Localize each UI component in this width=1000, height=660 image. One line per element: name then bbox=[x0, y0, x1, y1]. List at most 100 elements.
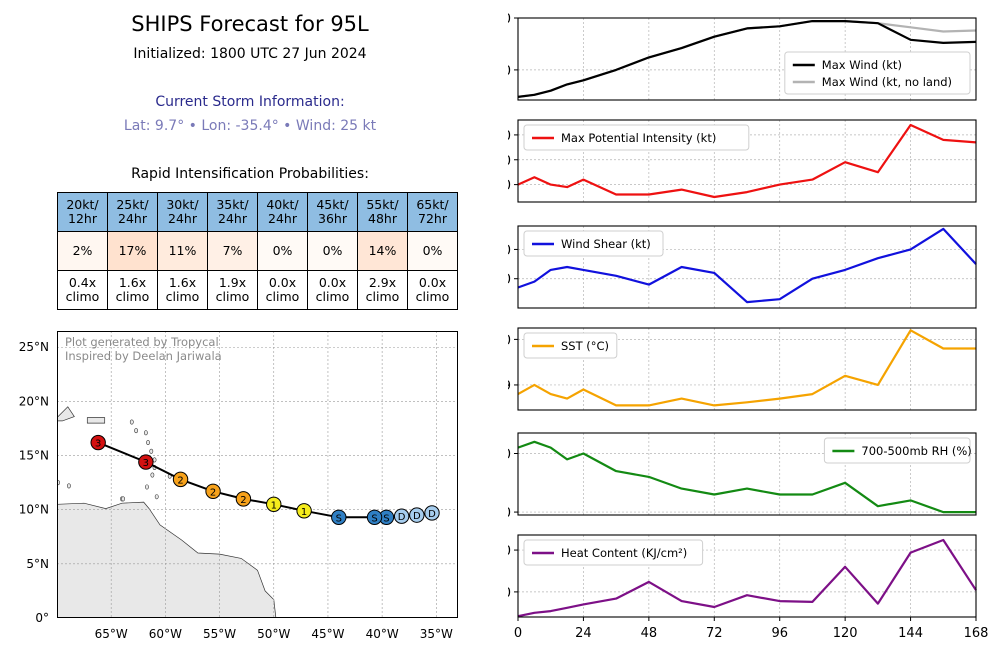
map-credit-line: Inspired by Deelan Jariwala bbox=[65, 349, 222, 363]
chart-panel: 10 20 Wind Shear (kt) bbox=[508, 225, 977, 309]
track-point-label: D bbox=[428, 509, 436, 520]
chart-frame bbox=[517, 534, 977, 618]
chart-series-line bbox=[517, 123, 977, 199]
chart-panel: 50 100 Heat Content (KJ/cm²) 0 24 48 72 96 120 14… bbox=[508, 534, 988, 641]
map-lat-tick-label: 20°N bbox=[19, 394, 49, 408]
chart-legend: 700-500mb RH (%) bbox=[823, 437, 972, 464]
map-lat-tick-label: 5°N bbox=[26, 557, 49, 571]
ri-climo-cell: 0.4x climo bbox=[57, 270, 108, 310]
track-map-axes: 0° 5°N 10°N 15°N 20°N 25°N 65°W 60°W 55°W 50°W 45°… bbox=[19, 340, 453, 641]
chart-x-tick-label: 168 bbox=[964, 626, 988, 641]
track-point: S bbox=[366, 509, 383, 525]
chart-x-tick-label: 24 bbox=[575, 626, 592, 641]
track-point: D bbox=[393, 508, 410, 524]
chart-legend-box bbox=[523, 124, 750, 151]
track-point: 3 bbox=[138, 454, 154, 470]
ri-header-row: 20kt/ 12hr 25kt/ 24hr 30kt/ 24hr 35kt/ 24hr… bbox=[57, 192, 458, 232]
chart-legend-label: SST (°C) bbox=[561, 339, 609, 353]
chart-legend-label: Wind Shear (kt) bbox=[561, 237, 651, 251]
chart-series-line bbox=[517, 440, 976, 514]
chart-legend: SST (°C) bbox=[523, 332, 618, 359]
track-point-label: S bbox=[383, 513, 389, 524]
ri-probability-cell: 17% bbox=[107, 231, 158, 271]
chart-legend-label: Max Potential Intensity (kt) bbox=[561, 131, 716, 145]
chart-y-tick-label: 20 bbox=[508, 243, 511, 258]
chart-x-tick-label: 144 bbox=[898, 626, 923, 641]
chart-x-tick-label: 72 bbox=[706, 626, 723, 641]
ships-charts: 50 100 Max Wind (kt)Max Wind (kt, no land)… bbox=[508, 12, 988, 641]
chart-y-tick-label: 30 bbox=[508, 333, 511, 348]
ri-climo-cell: 1.6x climo bbox=[107, 270, 158, 310]
map-lat-tick-label: 25°N bbox=[19, 340, 49, 354]
current-storm-info: Lat: 9.7° • Lon: -35.4° • Wind: 25 kt bbox=[123, 118, 377, 134]
map-lat-tick-label: 0° bbox=[35, 611, 49, 625]
ri-column-header: 45kt/ 36hr bbox=[307, 192, 358, 232]
track-point-marker bbox=[366, 509, 383, 525]
ri-probability-cell: 14% bbox=[357, 231, 408, 271]
chart-y-tick-label: 29 bbox=[508, 379, 511, 394]
chart-y-tick-label: 100 bbox=[508, 12, 511, 27]
map-lon-tick-label: 45°W bbox=[311, 627, 344, 641]
ri-probability-cell: 0% bbox=[307, 231, 358, 271]
south-america-land bbox=[56, 501, 277, 619]
chart-legend-label: Heat Content (KJ/cm²) bbox=[561, 546, 687, 560]
ri-column-header: 40kt/ 24hr bbox=[257, 192, 308, 232]
chart-frame bbox=[517, 225, 977, 309]
chart-x-tick-label: 48 bbox=[641, 626, 658, 641]
track-point-label: 2 bbox=[210, 487, 216, 498]
ri-climo-row: 0.4x climo 1.6x climo 1.6x climo 1.9x climo… bbox=[57, 270, 458, 310]
chart-frame bbox=[517, 432, 977, 516]
caribbean-island bbox=[121, 496, 126, 502]
chart-legend-label: Max Wind (kt, no land) bbox=[822, 75, 952, 89]
track-point-marker bbox=[205, 483, 221, 499]
track-map: D D D S S S 1 1 2 2 2 3 3 Plot generated by Tropycal I… bbox=[56, 331, 458, 619]
track-point: D bbox=[409, 507, 425, 523]
caribbean-island bbox=[129, 419, 134, 425]
track-point-label: 3 bbox=[143, 458, 149, 469]
track-point: 3 bbox=[90, 434, 106, 451]
map-lat-tick-label: 10°N bbox=[19, 503, 49, 517]
initialized-time: Initialized: 1800 UTC 27 Jun 2024 bbox=[133, 46, 367, 62]
chart-legend-box bbox=[523, 332, 618, 359]
chart-panel: 150 160 170 Max Potential Intensity (kt) bbox=[508, 119, 977, 203]
track-point: S bbox=[331, 509, 347, 525]
chart-legend: Max Potential Intensity (kt) bbox=[523, 124, 750, 151]
track-point-marker bbox=[424, 505, 440, 521]
chart-y-tick-label: 50 bbox=[508, 64, 511, 79]
chart-frame bbox=[517, 17, 977, 101]
track-point: D bbox=[424, 505, 440, 521]
track-point-marker bbox=[393, 508, 410, 524]
puerto-rico-land bbox=[86, 417, 106, 424]
caribbean-island bbox=[145, 484, 149, 490]
chart-series-line bbox=[517, 227, 977, 304]
chart-y-tick-label: 50 bbox=[508, 586, 511, 601]
track-point: 2 bbox=[235, 491, 252, 507]
ri-climo-cell: 0.0x climo bbox=[407, 270, 458, 310]
track-point-label: 1 bbox=[271, 500, 277, 511]
chart-panel: 60 70 700-500mb RH (%) bbox=[508, 432, 977, 521]
track-point: 1 bbox=[266, 496, 282, 512]
chart-series-line bbox=[517, 538, 977, 618]
current-storm-heading: Current Storm Information: bbox=[155, 94, 345, 110]
caribbean-island bbox=[154, 494, 159, 500]
ri-climo-cell: 0.0x climo bbox=[257, 270, 308, 310]
chart-y-tick-label: 170 bbox=[508, 129, 511, 144]
track-point-marker bbox=[266, 496, 282, 512]
chart-legend-label: 700-500mb RH (%) bbox=[861, 444, 971, 458]
map-lon-tick-label: 40°W bbox=[366, 627, 399, 641]
track-point-marker bbox=[331, 509, 347, 525]
page-title: SHIPS Forecast for 95L bbox=[131, 12, 369, 36]
chart-panel: 29 30 SST (°C) bbox=[508, 327, 977, 411]
map-lon-tick-label: 65°W bbox=[95, 627, 128, 641]
map-lon-tick-label: 60°W bbox=[149, 627, 182, 641]
map-frame bbox=[57, 331, 458, 618]
chart-y-tick-label: 100 bbox=[508, 544, 511, 559]
track-point-marker bbox=[90, 434, 106, 451]
chart-legend: Wind Shear (kt) bbox=[523, 230, 664, 257]
map-credit-line: Plot generated by Tropycal bbox=[65, 335, 219, 349]
chart-panel: 50 100 Max Wind (kt) Max Wind (kt, no land) bbox=[508, 12, 977, 101]
chart-legend: Max Wind (kt) Max Wind (kt, no land) bbox=[784, 51, 971, 95]
track-point-label: 1 bbox=[301, 507, 307, 518]
track-point-label: D bbox=[413, 511, 421, 522]
